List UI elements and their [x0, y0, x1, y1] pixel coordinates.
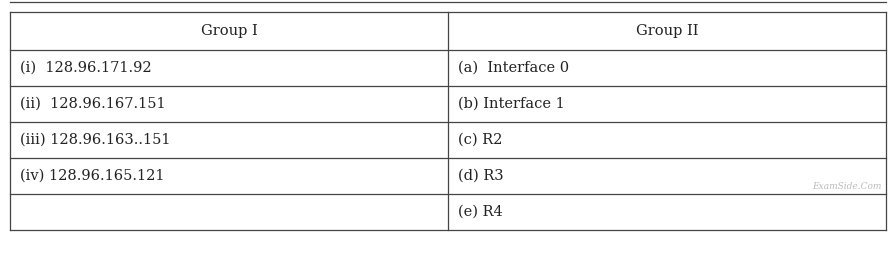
Text: (ii)  128.96.167.151: (ii) 128.96.167.151: [20, 97, 166, 111]
Text: (iii) 128.96.163..151: (iii) 128.96.163..151: [20, 133, 170, 147]
Text: Group II: Group II: [636, 24, 698, 38]
Text: Group I: Group I: [201, 24, 257, 38]
Text: (a)  Interface 0: (a) Interface 0: [458, 61, 569, 75]
Text: (b) Interface 1: (b) Interface 1: [458, 97, 564, 111]
Text: (e) R4: (e) R4: [458, 205, 503, 219]
Text: (i)  128.96.171.92: (i) 128.96.171.92: [20, 61, 151, 75]
Text: ExamSide.Com: ExamSide.Com: [813, 182, 882, 191]
Text: (iv) 128.96.165.121: (iv) 128.96.165.121: [20, 169, 165, 183]
Text: (c) R2: (c) R2: [458, 133, 503, 147]
Text: (d) R3: (d) R3: [458, 169, 504, 183]
